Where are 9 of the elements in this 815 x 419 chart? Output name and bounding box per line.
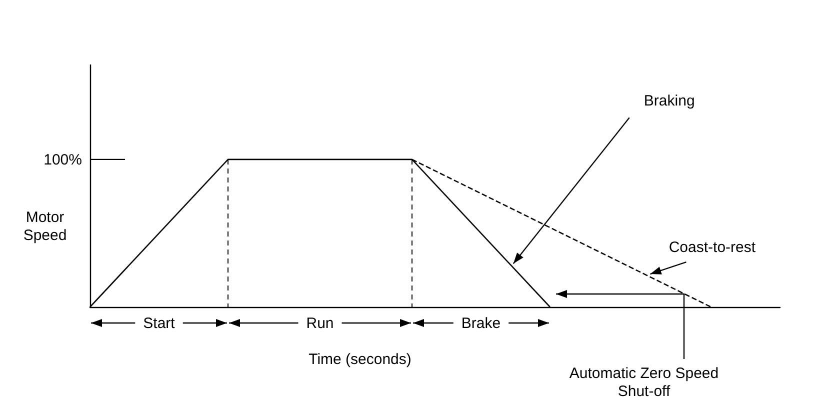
text: Start xyxy=(143,315,176,332)
text: Run xyxy=(306,315,334,332)
text: Braking xyxy=(644,92,695,110)
text: 100% xyxy=(44,151,82,168)
text: Automatic Zero Speed Shut-off xyxy=(569,365,719,400)
text: Brake xyxy=(461,315,501,332)
x-axis-title: Time (seconds) xyxy=(308,351,412,368)
annotation: Coast-to-rest xyxy=(668,239,756,256)
y-axis-title: Motor Speed xyxy=(23,209,67,244)
